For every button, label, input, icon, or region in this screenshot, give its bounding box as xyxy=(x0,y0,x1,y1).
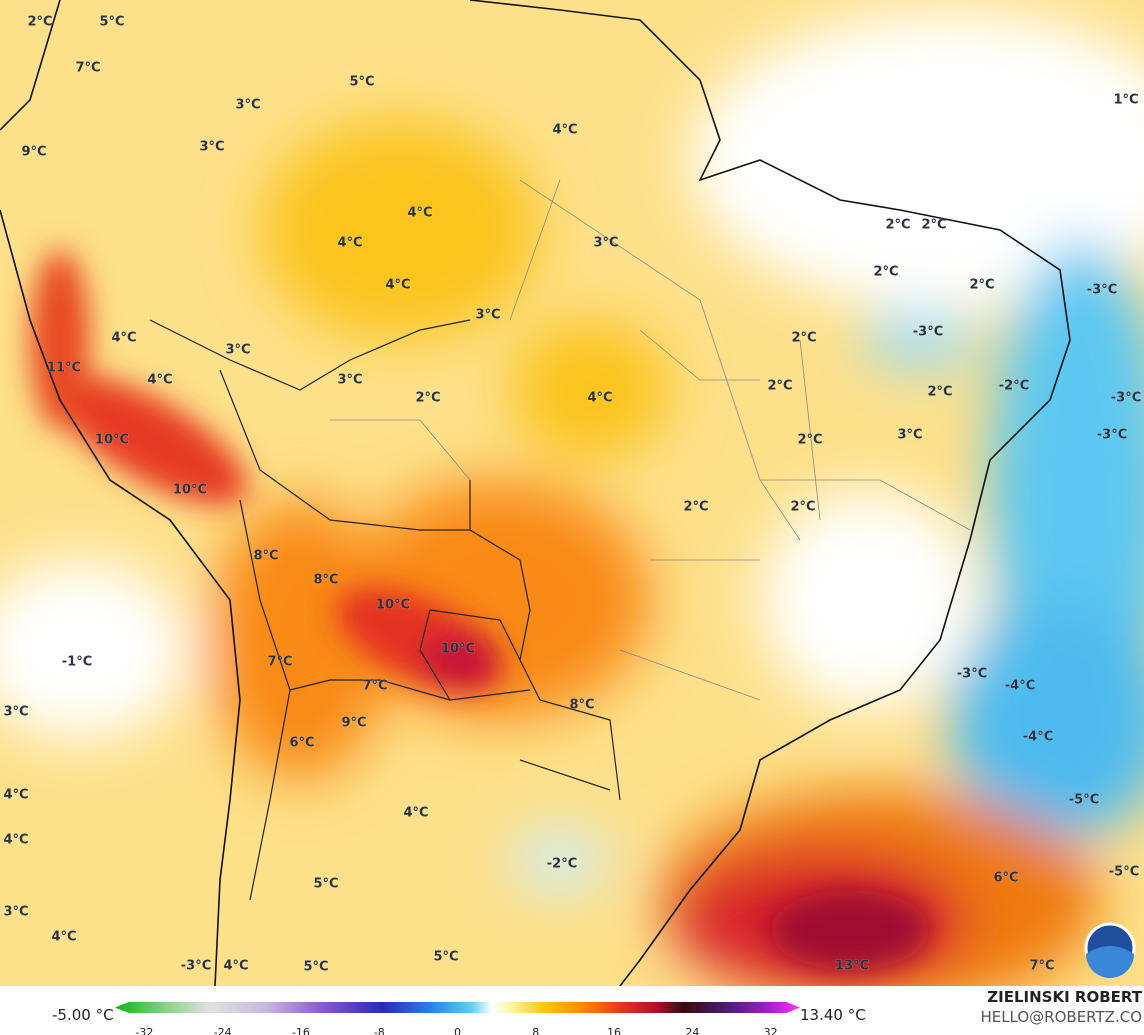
colorbar-min: -5.00 °C xyxy=(52,1006,114,1024)
temperature-label: -3°C xyxy=(1111,391,1141,406)
temperature-label: -2°C xyxy=(547,857,577,872)
temperature-label: 4°C xyxy=(403,806,428,821)
state-borders xyxy=(330,179,971,701)
temperature-label: 5°C xyxy=(313,877,338,892)
temperature-label: 4°C xyxy=(223,959,248,974)
temperature-label: 5°C xyxy=(99,15,124,30)
temperature-label: -4°C xyxy=(1023,730,1053,745)
temperature-label: 4°C xyxy=(3,833,28,848)
temperature-label: 5°C xyxy=(433,950,458,965)
temperature-labels: 2°C 5°C 7°C 5°C 3°C 3°C 9°C 4°C 4°C 4°C 3°C 4°C 3°C 4… xyxy=(3,14,1142,975)
credit-name: ZIELINSKI ROBERT xyxy=(987,988,1142,1006)
temperature-label: 7°C xyxy=(75,61,100,76)
temperature-label: 3°C xyxy=(199,140,224,155)
temperature-label: 2°C xyxy=(797,433,822,448)
temperature-label: 4°C xyxy=(337,236,362,251)
temperature-label: 7°C xyxy=(267,655,292,670)
temperature-label: 3°C xyxy=(235,98,260,113)
temperature-label: 10°C xyxy=(376,598,410,613)
temperature-label: -4°C xyxy=(1005,679,1035,694)
temperature-label: 10°C xyxy=(95,433,129,448)
temperature-label: 3°C xyxy=(225,343,250,358)
temperature-label: -5°C xyxy=(1109,865,1139,880)
temperature-label: 2°C xyxy=(27,15,52,30)
credit-contact: HELLO@ROBERTZ.CO xyxy=(980,1008,1142,1026)
temperature-label: 3°C xyxy=(897,428,922,443)
temperature-label: 10°C xyxy=(441,642,475,657)
temperature-label: 3°C xyxy=(337,373,362,388)
colorbar-tick: 0 xyxy=(454,1026,461,1035)
temperature-label: -3°C xyxy=(957,667,987,682)
temperature-label: 4°C xyxy=(51,930,76,945)
temperature-label: 2°C xyxy=(927,385,952,400)
colorbar-tick: -16 xyxy=(291,1026,310,1035)
legend-strip: -5.00 °C 13.40 °C ZIELINSKI ROBERT HELLO… xyxy=(0,986,1144,1035)
temperature-label: 5°C xyxy=(303,960,328,975)
temperature-label: 2°C xyxy=(791,331,816,346)
temperature-label: 3°C xyxy=(593,236,618,251)
temperature-label: 4°C xyxy=(147,373,172,388)
noaa-logo xyxy=(1084,922,1136,978)
temperature-label: -3°C xyxy=(1087,283,1117,298)
country-borders xyxy=(149,319,621,901)
colorbar xyxy=(115,1002,800,1013)
temperature-hotspots xyxy=(30,250,930,970)
temperature-label: -2°C xyxy=(999,379,1029,394)
colorbar-tick: -8 xyxy=(373,1026,385,1035)
temperature-label: 8°C xyxy=(313,573,338,588)
temperature-label: 2°C xyxy=(921,218,946,233)
temperature-label: 5°C xyxy=(349,75,374,90)
temperature-label: 4°C xyxy=(587,391,612,406)
temperature-label: 8°C xyxy=(253,549,278,564)
temperature-label: 2°C xyxy=(683,500,708,515)
temperature-label: 2°C xyxy=(790,500,815,515)
colorbar-tick: -32 xyxy=(135,1026,154,1035)
temperature-map: 2°C 5°C 7°C 5°C 3°C 3°C 9°C 4°C 4°C 4°C 3°C 4°C 3°C 4… xyxy=(0,0,1144,986)
temperature-label: 4°C xyxy=(3,788,28,803)
colorbar-tick: 32 xyxy=(763,1026,778,1035)
temperature-label: -3°C xyxy=(913,325,943,340)
temperature-label: 10°C xyxy=(173,483,207,498)
temperature-label: 1°C xyxy=(1113,93,1138,108)
temperature-label: 4°C xyxy=(552,123,577,138)
temperature-label: -3°C xyxy=(181,959,211,974)
temperature-label: 7°C xyxy=(1029,959,1054,974)
temperature-label: 9°C xyxy=(341,716,366,731)
temperature-label: -3°C xyxy=(1097,428,1127,443)
temperature-label: 2°C xyxy=(415,391,440,406)
colorbar-tick: 8 xyxy=(532,1026,540,1035)
temperature-label: 2°C xyxy=(969,278,994,293)
colorbar-tick: 16 xyxy=(607,1026,622,1035)
temperature-label: 11°C xyxy=(47,361,81,376)
temperature-label: 9°C xyxy=(21,145,46,160)
temperature-label: 4°C xyxy=(385,278,410,293)
temperature-label: 4°C xyxy=(407,206,432,221)
temperature-label: 6°C xyxy=(289,736,314,751)
temperature-label: -5°C xyxy=(1069,793,1099,808)
temperature-label: 2°C xyxy=(873,265,898,280)
temperature-label: 3°C xyxy=(475,308,500,323)
colorbar-max: 13.40 °C xyxy=(800,1006,866,1024)
temperature-label: 7°C xyxy=(362,679,387,694)
temperature-label: 3°C xyxy=(3,905,28,920)
coastline xyxy=(0,0,1071,986)
temperature-label: 8°C xyxy=(569,698,594,713)
colorbar-tick: -24 xyxy=(213,1026,232,1035)
temperature-label: 4°C xyxy=(111,331,136,346)
temperature-label: 2°C xyxy=(885,218,910,233)
temperature-label: 2°C xyxy=(767,379,792,394)
temperature-label: 6°C xyxy=(993,871,1018,886)
temperature-label: 3°C xyxy=(3,705,28,720)
temperature-label: 13°C xyxy=(835,959,869,974)
temperature-label: -1°C xyxy=(62,655,92,670)
colorbar-tick: 24 xyxy=(685,1026,700,1035)
